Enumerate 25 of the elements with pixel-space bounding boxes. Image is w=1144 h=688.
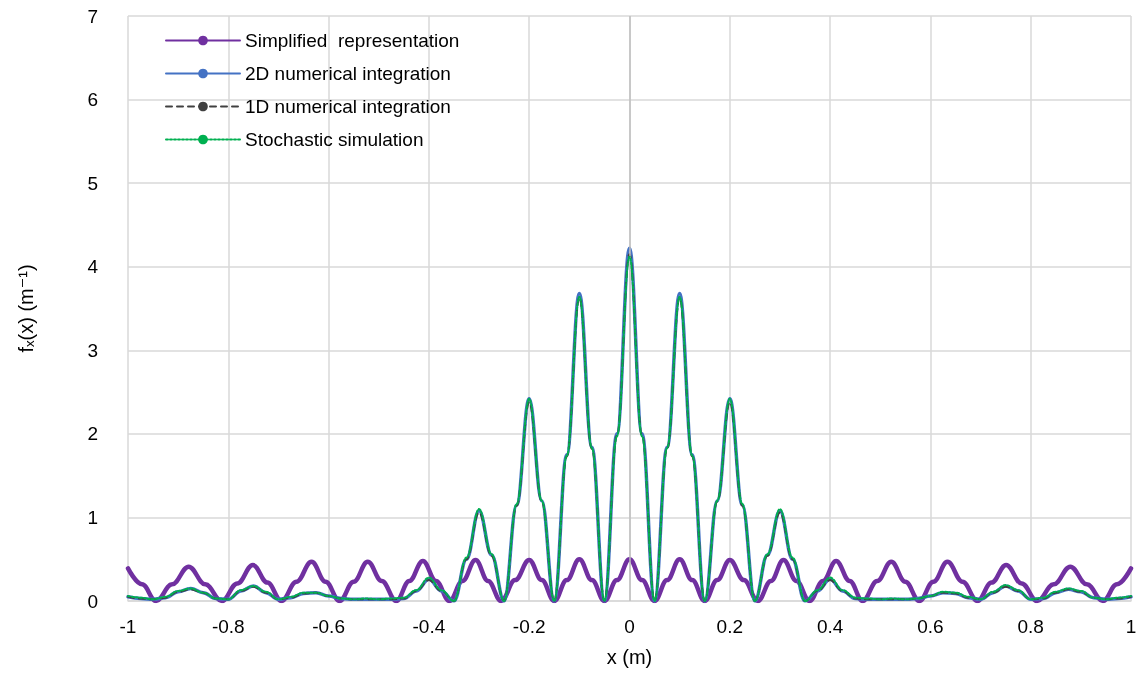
y-tick-label: 4 (87, 256, 99, 278)
y-tick-label: 1 (87, 506, 98, 528)
y-tick-label: 0 (87, 590, 98, 612)
x-tick-label: -1 (119, 616, 137, 637)
y-tick-label: 2 (87, 423, 98, 445)
x-tick-label: 0.6 (917, 616, 944, 637)
x-axis-title: x (m) (606, 646, 653, 668)
y-axis-title: fₓ(x) (m⁻¹) (15, 264, 37, 353)
x-tick-label: -0.6 (312, 616, 345, 637)
y-tick-label: 6 (87, 89, 98, 111)
legend-label: 1D numerical integration (245, 96, 451, 117)
x-tick-label: -0.4 (412, 616, 446, 637)
x-tick-label: 1 (1125, 616, 1137, 637)
x-tick-label: -0.2 (512, 616, 546, 637)
x-tick-label: 0 (624, 616, 635, 637)
legend-label: Simplified representation (245, 30, 460, 51)
x-tick-label: 0.2 (716, 616, 744, 637)
x-tick-label: 0.4 (816, 616, 844, 637)
x-tick-label: 0.8 (1017, 616, 1044, 637)
y-tick-label: 7 (87, 5, 98, 27)
legend-label: 2D numerical integration (245, 63, 451, 84)
y-tick-label: 3 (87, 339, 98, 361)
y-tick-label: 5 (87, 172, 98, 194)
x-tick-label: -0.8 (211, 616, 245, 637)
legend-label: Stochastic simulation (245, 129, 424, 150)
